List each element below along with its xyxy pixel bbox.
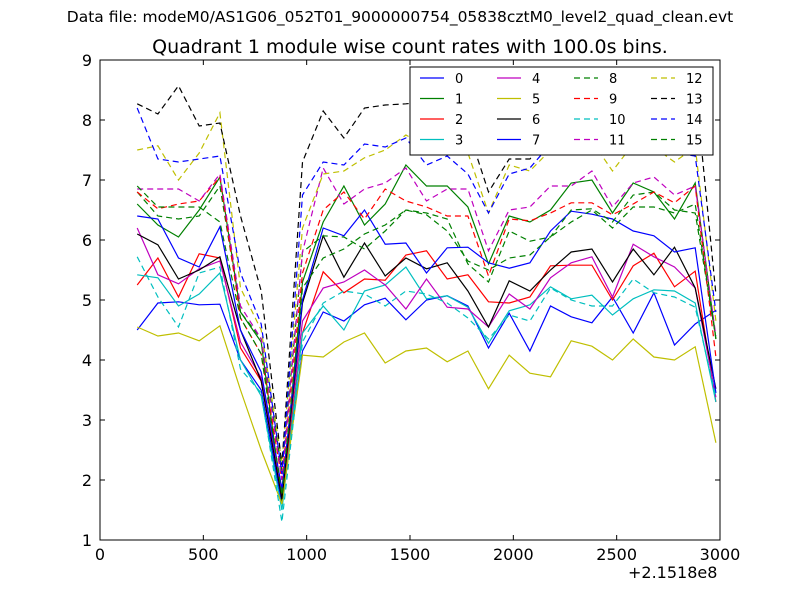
y-tick-label: 8 [82, 111, 92, 130]
legend-label-2: 2 [455, 113, 463, 128]
series-line-3 [137, 266, 717, 511]
series-layer [136, 82, 717, 523]
y-tick-label: 4 [82, 351, 92, 370]
legend-label-4: 4 [532, 72, 540, 87]
legend-label-10: 10 [609, 113, 626, 128]
data-file-title: Data file: modeM0/AS1G06_052T01_90000007… [66, 8, 734, 26]
series-line-11 [137, 166, 717, 481]
series-line-6 [136, 233, 717, 500]
y-tick-label: 5 [82, 291, 92, 310]
chart-title: Quadrant 1 module wise count rates with … [152, 36, 668, 58]
series-line-0 [136, 291, 717, 505]
x-tick-label: 3000 [700, 545, 741, 564]
series-line-4 [136, 227, 717, 493]
series-line-7 [137, 208, 717, 490]
legend-label-5: 5 [532, 93, 540, 108]
legend-label-0: 0 [455, 72, 463, 87]
legend-label-8: 8 [609, 72, 617, 87]
y-tick-label: 1 [82, 531, 92, 550]
series-line-5 [136, 324, 717, 505]
legend-box [409, 66, 714, 156]
legend-label-14: 14 [686, 113, 703, 128]
legend-label-12: 12 [686, 72, 703, 87]
y-tick-label: 3 [82, 411, 92, 430]
x-tick-label: 500 [188, 545, 219, 564]
y-tick-label: 6 [82, 231, 92, 250]
y-tick-label: 9 [82, 51, 92, 70]
x-axis-offset-label: +2.1518e8 [628, 563, 718, 582]
x-tick-label: 1500 [390, 545, 431, 564]
legend-label-13: 13 [686, 93, 703, 108]
legend-label-1: 1 [455, 93, 463, 108]
legend-label-11: 11 [609, 134, 626, 149]
y-tick-label: 7 [82, 171, 92, 190]
x-tick-label: 0 [95, 545, 105, 564]
x-tick-label: 2500 [596, 545, 637, 564]
y-tick-label: 2 [82, 471, 92, 490]
x-tick-label: 1000 [286, 545, 327, 564]
series-line-2 [136, 250, 717, 499]
series-line-15 [136, 185, 717, 496]
legend-label-6: 6 [532, 113, 540, 128]
x-tick-label: 2000 [493, 545, 534, 564]
legend-label-9: 9 [609, 93, 617, 108]
series-line-9 [136, 175, 717, 481]
legend-label-15: 15 [686, 134, 703, 149]
legend-label-3: 3 [455, 134, 463, 149]
legend-label-7: 7 [532, 134, 540, 149]
series-line-10 [136, 256, 717, 523]
